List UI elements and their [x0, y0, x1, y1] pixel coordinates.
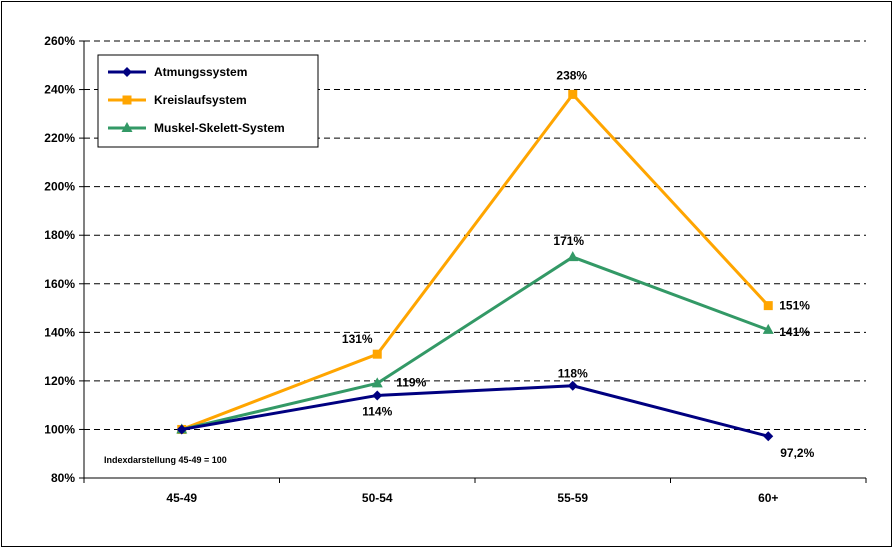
- data-label: 119%: [396, 375, 426, 389]
- y-tick-label: 260%: [44, 34, 75, 48]
- grid-lines: [84, 40, 866, 430]
- legend-label: Muskel-Skelett-System: [154, 121, 285, 135]
- marker-square: [122, 95, 132, 105]
- data-label: 118%: [558, 367, 588, 381]
- marker-triangle: [371, 377, 383, 388]
- data-labels: 114% 118% 97,2% 131% 238% 151% 119% 171% 141%: [342, 68, 815, 460]
- data-label: 141%: [779, 325, 810, 339]
- series-line: [181, 92, 770, 431]
- y-tick-label: 200%: [44, 180, 75, 194]
- y-tick-label: 160%: [44, 277, 75, 291]
- x-tick-label: 45-49: [166, 491, 197, 505]
- marker-diamond: [763, 431, 774, 442]
- y-tick-label: 180%: [44, 228, 75, 242]
- y-tick-label: 120%: [44, 374, 75, 388]
- y-tick-label: 100%: [44, 422, 75, 436]
- data-label: 238%: [556, 68, 587, 82]
- axes: 80% 100% 120% 140% 160% 180% 200% 220% 240% 260% 4…: [44, 34, 867, 505]
- legend-label: Atmungssystem: [154, 65, 247, 79]
- marker-diamond: [567, 380, 578, 391]
- marker-triangle: [567, 251, 579, 262]
- x-tick-label: 55-59: [557, 491, 588, 505]
- series-line: [181, 384, 769, 438]
- index-note: Indexdarstellung 45-49 = 100: [104, 455, 227, 465]
- x-tick-label: 50-54: [362, 491, 393, 505]
- marker-diamond: [372, 390, 383, 401]
- marker-diamond: [176, 424, 187, 435]
- data-label: 151%: [779, 299, 810, 313]
- series-layer: [176, 89, 774, 442]
- data-label: 97,2%: [780, 446, 814, 460]
- y-tick-label: 140%: [44, 325, 75, 339]
- data-label: 171%: [553, 234, 584, 248]
- y-tick-label: 220%: [44, 131, 75, 145]
- marker-triangle: [762, 323, 774, 334]
- legend: Atmungssystem Kreislaufsystem Muskel-Skele…: [97, 54, 319, 148]
- legend-label: Kreislaufsystem: [154, 93, 247, 107]
- marker-square: [763, 301, 773, 311]
- data-label: 114%: [362, 404, 392, 418]
- marker-triangle: [121, 122, 133, 132]
- marker-square: [372, 349, 382, 359]
- y-tick-label: 80%: [51, 471, 75, 485]
- y-tick-label: 240%: [44, 83, 75, 97]
- data-label: 131%: [342, 332, 373, 346]
- series-line: [181, 255, 769, 431]
- marker-diamond: [122, 67, 132, 77]
- marker-square: [568, 89, 578, 99]
- x-tick-label: 60+: [758, 491, 778, 505]
